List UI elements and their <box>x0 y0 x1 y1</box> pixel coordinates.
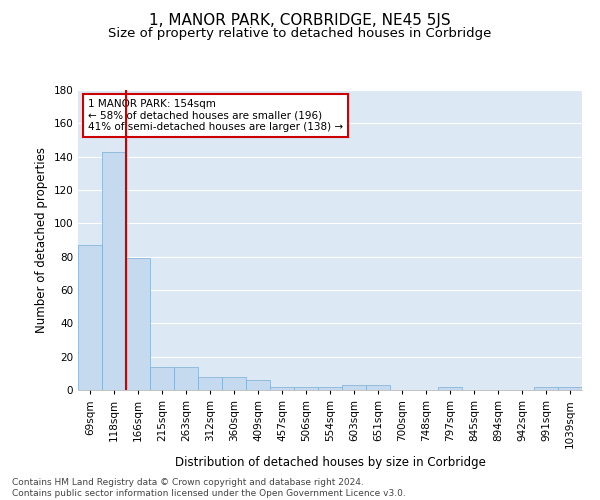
Bar <box>150 366 174 390</box>
Text: Contains HM Land Registry data © Crown copyright and database right 2024.
Contai: Contains HM Land Registry data © Crown c… <box>12 478 406 498</box>
Bar <box>558 386 582 390</box>
Bar <box>438 386 462 390</box>
Y-axis label: Number of detached properties: Number of detached properties <box>35 147 48 333</box>
Bar <box>126 258 150 390</box>
Text: 1 MANOR PARK: 154sqm
← 58% of detached houses are smaller (196)
41% of semi-deta: 1 MANOR PARK: 154sqm ← 58% of detached h… <box>88 99 343 132</box>
Text: 1, MANOR PARK, CORBRIDGE, NE45 5JS: 1, MANOR PARK, CORBRIDGE, NE45 5JS <box>149 12 451 28</box>
Bar <box>270 386 294 390</box>
X-axis label: Distribution of detached houses by size in Corbridge: Distribution of detached houses by size … <box>175 456 485 469</box>
Bar <box>174 366 198 390</box>
Bar <box>318 386 342 390</box>
Bar <box>222 376 246 390</box>
Bar <box>534 386 558 390</box>
Bar <box>102 152 126 390</box>
Bar <box>246 380 270 390</box>
Text: Size of property relative to detached houses in Corbridge: Size of property relative to detached ho… <box>109 28 491 40</box>
Bar <box>342 385 366 390</box>
Bar <box>198 376 222 390</box>
Bar <box>78 245 102 390</box>
Bar <box>294 386 318 390</box>
Bar <box>366 385 390 390</box>
